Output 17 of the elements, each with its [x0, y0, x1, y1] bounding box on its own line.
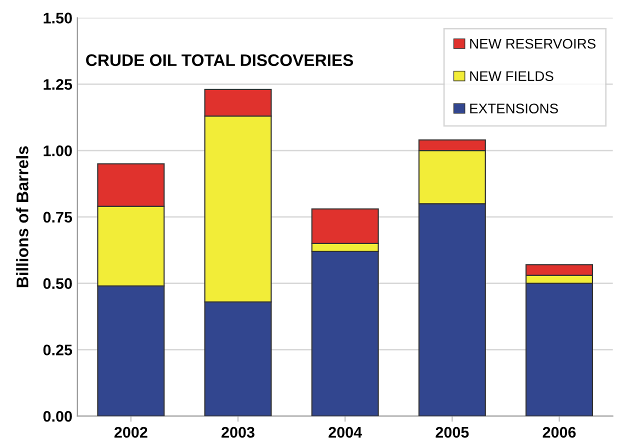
text: CRUDE OIL TOTAL DISCOVERIES — [86, 54, 354, 66]
x-tick-label: 2006 — [542, 426, 576, 438]
legend-label: NEW RESERVOIRS — [470, 38, 596, 49]
legend-label: EXTENSIONS — [470, 104, 558, 114]
x-tick-label: 2004 — [328, 426, 362, 438]
y-axis-title: Billions of Barrels — [16, 146, 28, 288]
y-tick-label: 1.00 — [44, 145, 72, 156]
x-tick-label: 2003 — [222, 426, 254, 438]
y-tick-label: 0.75 — [43, 212, 72, 223]
y-tick-label: 0.25 — [43, 344, 72, 356]
y-tick-label: 1.25 — [44, 79, 72, 90]
x-tick-label: 2005 — [436, 426, 469, 438]
x-tick-label: 2002 — [114, 426, 148, 438]
y-tick-label: 0.50 — [43, 278, 72, 290]
legend-label: NEW FIELDS — [470, 71, 554, 82]
y-tick-label: 0.00 — [43, 410, 72, 422]
y-tick-label: 1.50 — [44, 12, 72, 24]
